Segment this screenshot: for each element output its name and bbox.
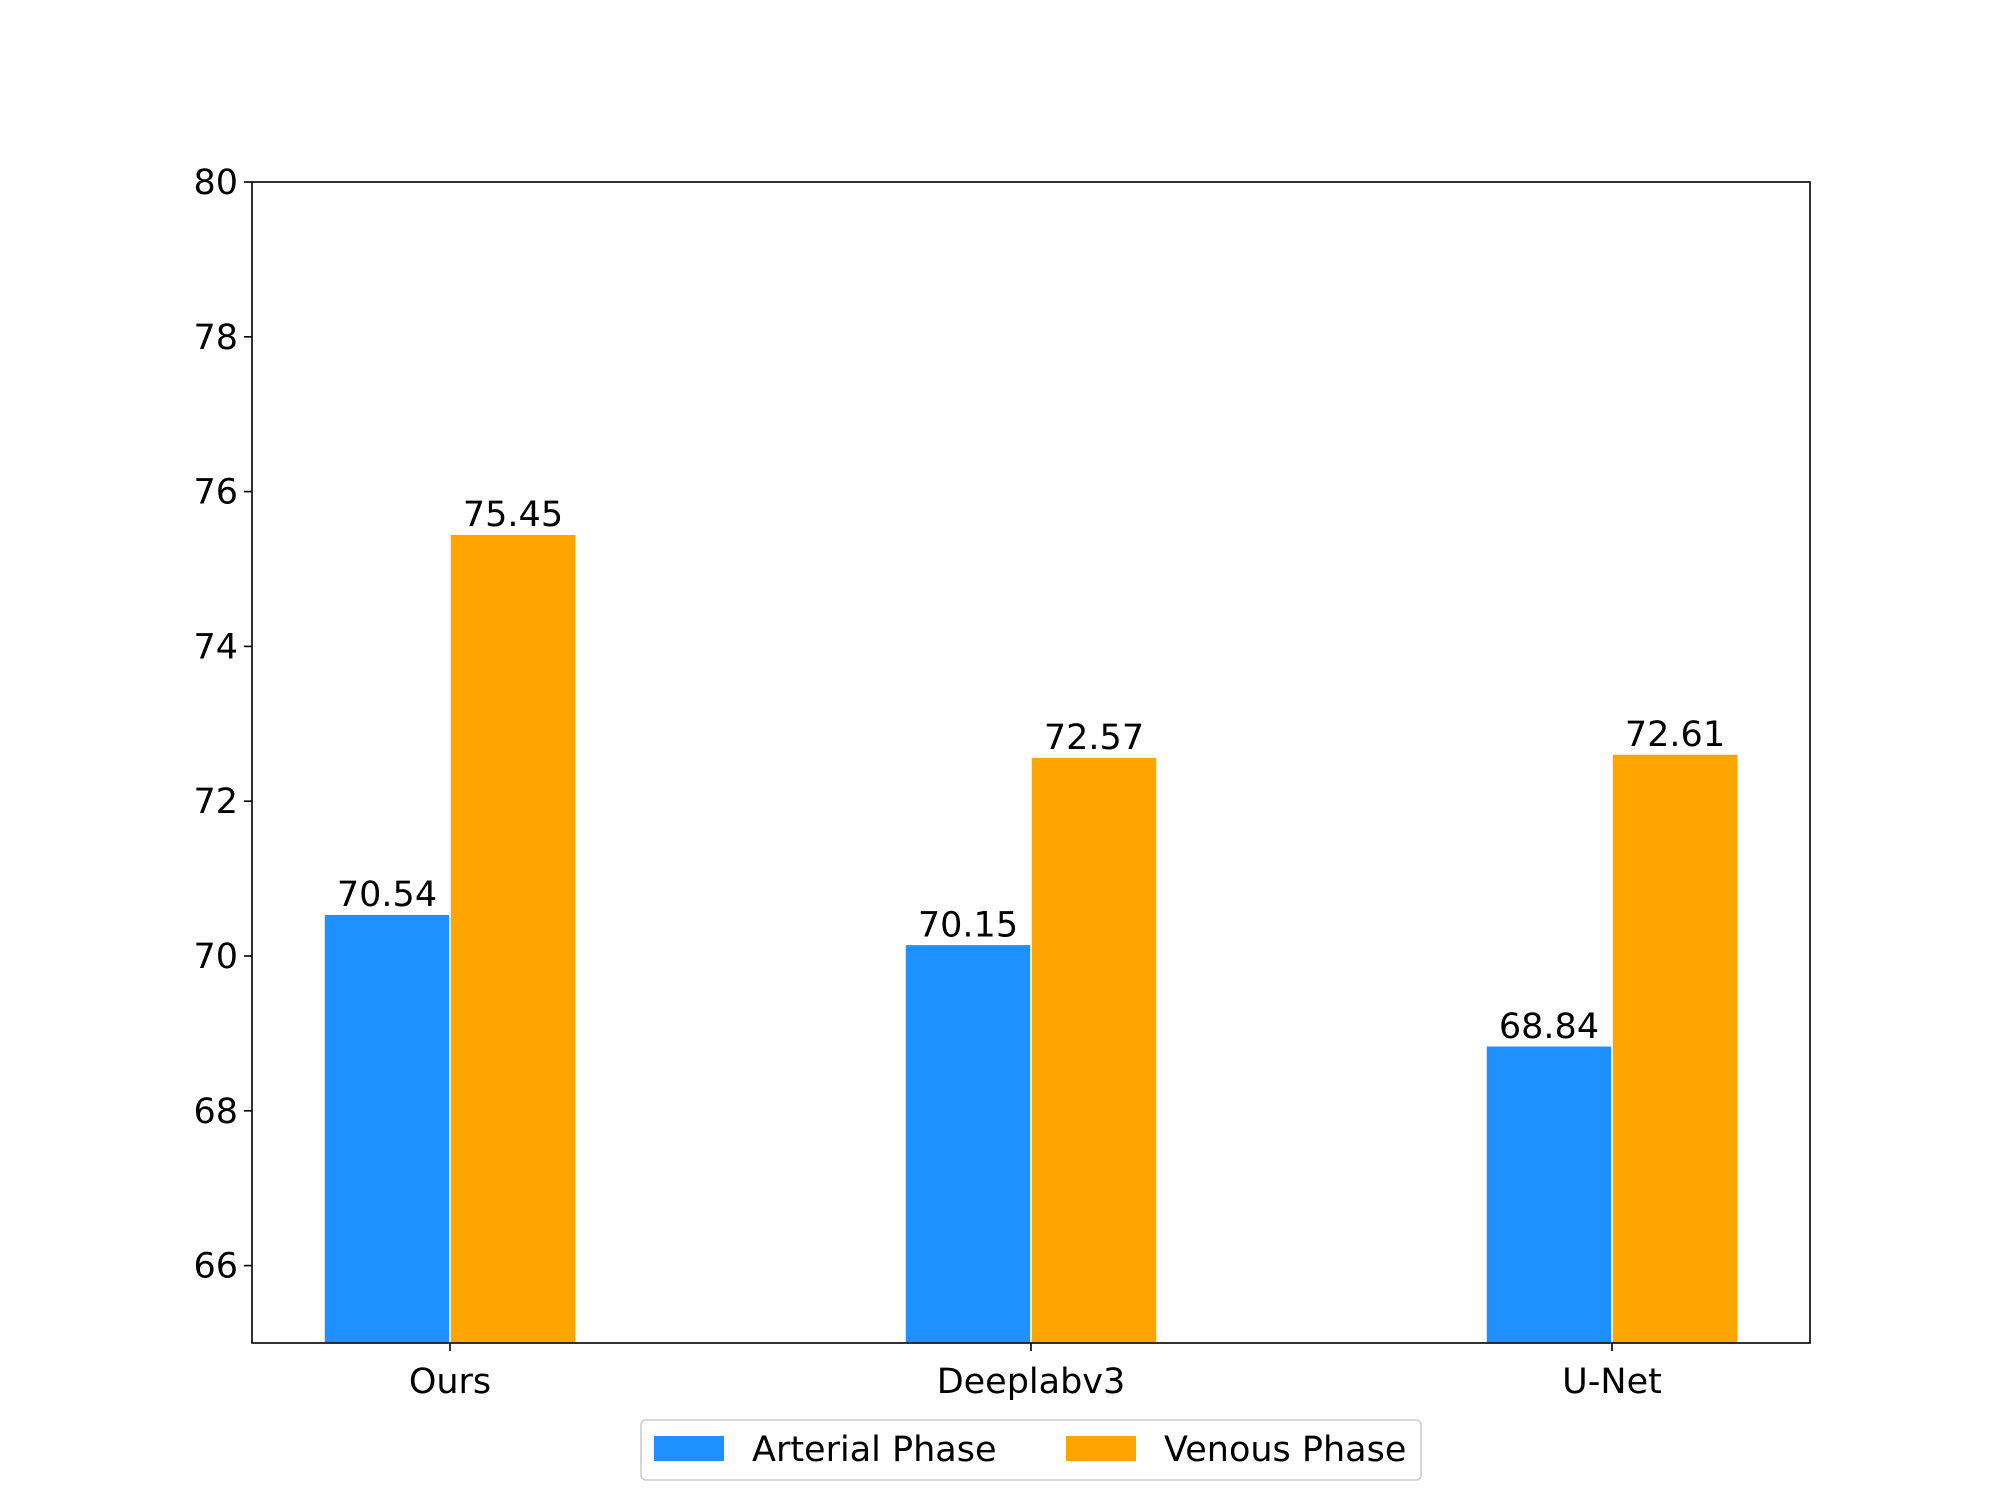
y-tick-label-0: 66 xyxy=(193,1247,238,1287)
x-tick-label-1: Deeplabv3 xyxy=(937,1362,1126,1402)
legend-frame xyxy=(640,1419,1422,1481)
legend-label-arterial: Arterial Phase xyxy=(752,1430,997,1470)
data-label-arterial-1: 70.15 xyxy=(918,905,1018,945)
x-axis: Ours Deeplabv3 U-Net xyxy=(409,1343,1662,1402)
data-label-venous-2: 72.61 xyxy=(1625,715,1725,755)
bar-arterial-2 xyxy=(1485,1045,1613,1344)
legend-swatch-venous xyxy=(1066,1436,1136,1461)
legend: Arterial Phase Venous Phase xyxy=(640,1419,1422,1481)
y-axis: 66 68 70 72 74 76 78 80 xyxy=(193,163,252,1287)
y-tick-label-5: 76 xyxy=(193,473,238,513)
y-tick-label-2: 70 xyxy=(193,937,238,977)
data-label-venous-1: 72.57 xyxy=(1044,718,1144,758)
bar-arterial-1 xyxy=(904,943,1032,1344)
x-tick-label-2: U-Net xyxy=(1562,1362,1662,1402)
legend-label-venous: Venous Phase xyxy=(1164,1430,1406,1470)
legend-swatch-arterial xyxy=(654,1436,724,1461)
data-label-arterial-2: 68.84 xyxy=(1499,1007,1599,1047)
bars-group xyxy=(323,533,1739,1344)
y-tick-label-6: 78 xyxy=(193,318,238,358)
bar-venous-0 xyxy=(449,533,577,1344)
bar-venous-2 xyxy=(1611,753,1739,1344)
y-tick-label-3: 72 xyxy=(193,782,238,822)
bar-venous-1 xyxy=(1030,756,1158,1344)
y-tick-label-7: 80 xyxy=(193,163,238,203)
data-label-arterial-0: 70.54 xyxy=(337,875,437,915)
x-tick-label-0: Ours xyxy=(409,1362,491,1402)
y-tick-label-1: 68 xyxy=(193,1092,238,1132)
data-label-venous-0: 75.45 xyxy=(463,495,563,535)
y-tick-label-4: 74 xyxy=(193,627,238,667)
bar-arterial-0 xyxy=(323,913,451,1344)
value-labels-group: 70.54 75.45 70.15 72.57 68.84 72.61 xyxy=(337,495,1725,1047)
